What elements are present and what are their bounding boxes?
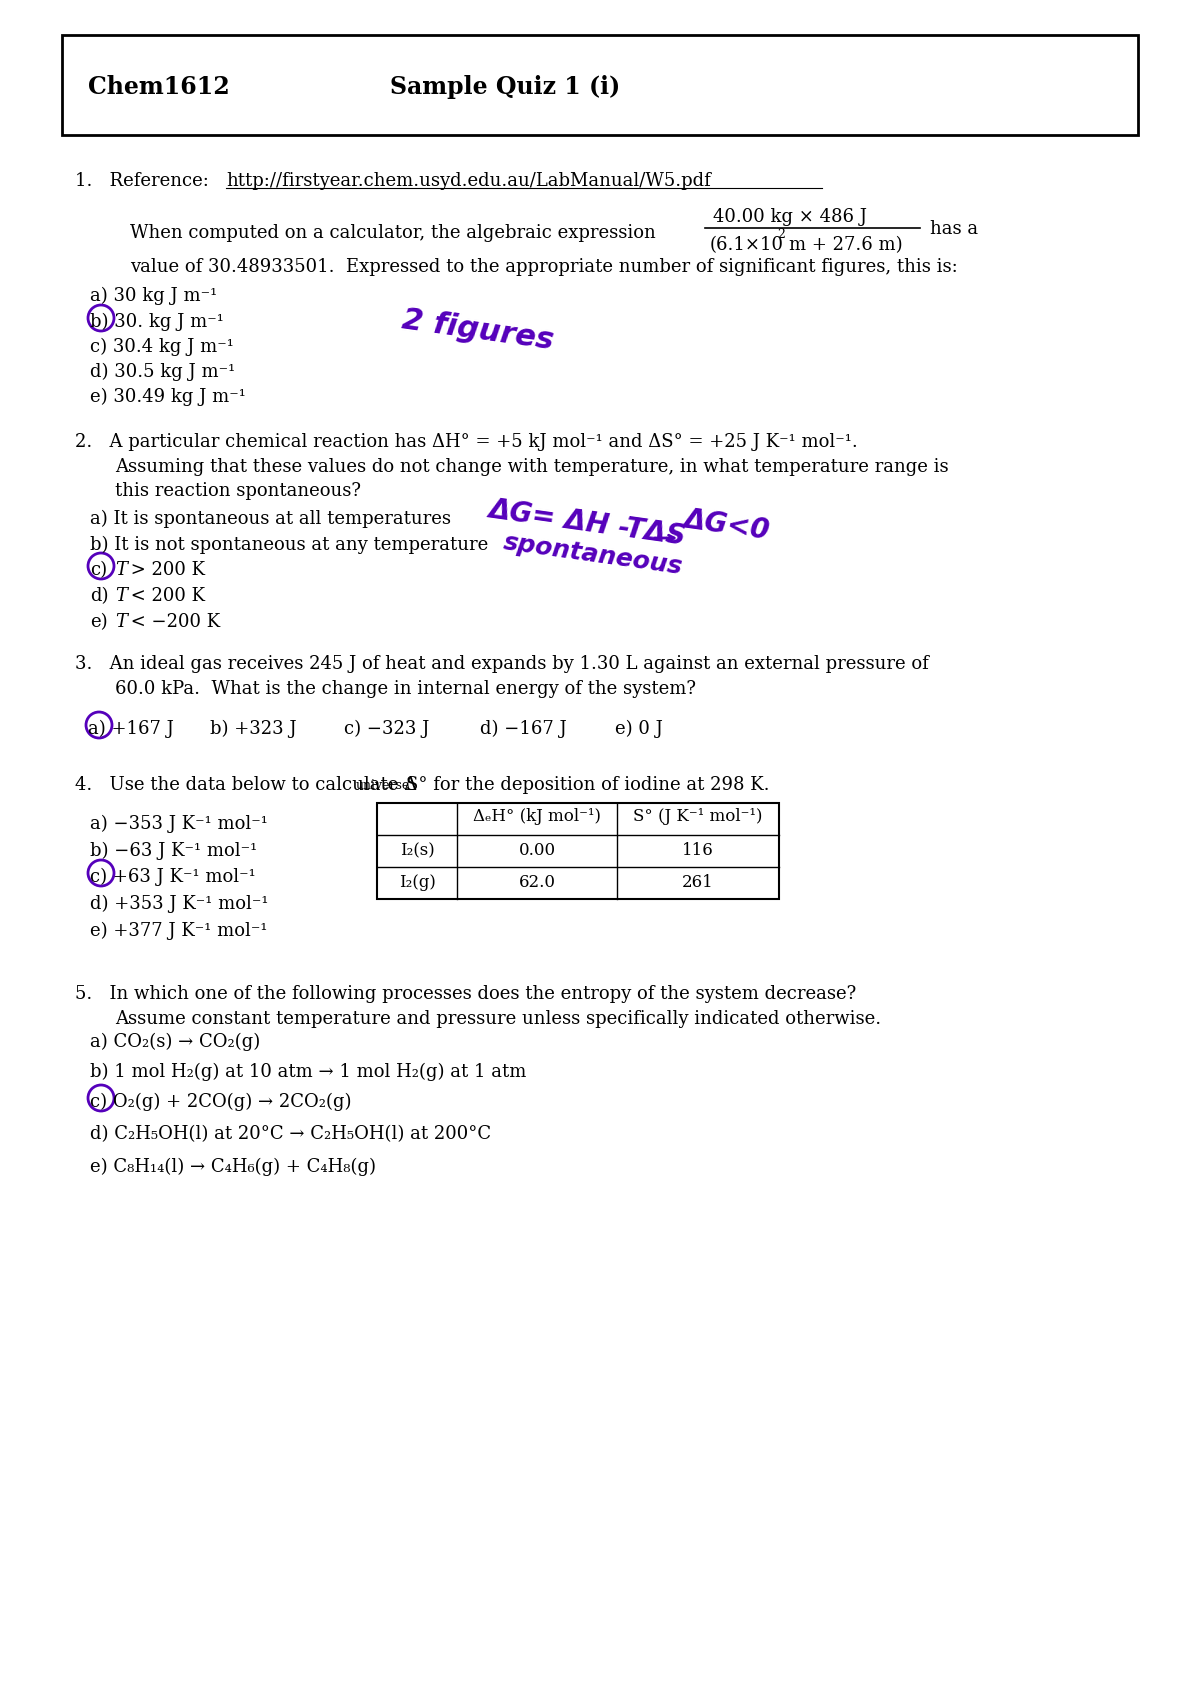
Text: b) −63 J K⁻¹ mol⁻¹: b) −63 J K⁻¹ mol⁻¹ — [90, 842, 257, 860]
Text: e): e) — [90, 613, 108, 631]
Text: e) C₈H₁₄(l) → C₄H₆(g) + C₄H₈(g): e) C₈H₁₄(l) → C₄H₆(g) + C₄H₈(g) — [90, 1157, 376, 1176]
Text: S° (J K⁻¹ mol⁻¹): S° (J K⁻¹ mol⁻¹) — [634, 808, 763, 825]
Text: a) CO₂(s) → CO₂(g): a) CO₂(s) → CO₂(g) — [90, 1033, 260, 1050]
Text: a) It is spontaneous at all temperatures: a) It is spontaneous at all temperatures — [90, 511, 451, 528]
Text: b) 30. kg J m⁻¹: b) 30. kg J m⁻¹ — [90, 312, 224, 331]
Text: 3.   An ideal gas receives 245 J of heat and expands by 1.30 L against an extern: 3. An ideal gas receives 245 J of heat a… — [74, 655, 929, 674]
Text: ΔG<0: ΔG<0 — [682, 506, 772, 545]
Text: 0.00: 0.00 — [518, 842, 556, 859]
Text: m + 27.6 m): m + 27.6 m) — [790, 236, 902, 255]
Text: this reaction spontaneous?: this reaction spontaneous? — [115, 482, 361, 501]
Text: b) It is not spontaneous at any temperature: b) It is not spontaneous at any temperat… — [90, 536, 488, 555]
Text: spontaneous: spontaneous — [502, 529, 684, 579]
Text: has a: has a — [930, 221, 978, 238]
Text: 5.   In which one of the following processes does the entropy of the system decr: 5. In which one of the following process… — [74, 984, 857, 1003]
Text: e) 0 J: e) 0 J — [616, 720, 662, 738]
Text: b) +323 J: b) +323 J — [210, 720, 296, 738]
Text: ΔₑH° (kJ mol⁻¹): ΔₑH° (kJ mol⁻¹) — [473, 808, 601, 825]
Text: c) O₂(g) + 2CO(g) → 2CO₂(g): c) O₂(g) + 2CO(g) → 2CO₂(g) — [90, 1093, 352, 1112]
Text: I₂(s): I₂(s) — [400, 842, 434, 859]
Text: Assume constant temperature and pressure unless specifically indicated otherwise: Assume constant temperature and pressure… — [115, 1010, 881, 1028]
Text: d) C₂H₅OH(l) at 20°C → C₂H₅OH(l) at 200°C: d) C₂H₅OH(l) at 20°C → C₂H₅OH(l) at 200°… — [90, 1125, 491, 1144]
Text: T: T — [115, 587, 127, 606]
Text: d) −167 J: d) −167 J — [480, 720, 566, 738]
Text: value of 30.48933501.  Expressed to the appropriate number of significant figure: value of 30.48933501. Expressed to the a… — [130, 258, 958, 277]
Text: 2: 2 — [778, 227, 785, 241]
Bar — [377, 803, 779, 899]
Text: < 200 K: < 200 K — [125, 587, 205, 606]
Text: universe: universe — [356, 779, 410, 792]
Text: Sample Quiz 1 (i): Sample Quiz 1 (i) — [390, 75, 620, 98]
Text: T: T — [115, 613, 127, 631]
Text: 2 figures: 2 figures — [400, 305, 556, 355]
Text: d) +353 J K⁻¹ mol⁻¹: d) +353 J K⁻¹ mol⁻¹ — [90, 894, 269, 913]
Text: Chem1612: Chem1612 — [88, 75, 229, 98]
Text: I₂(g): I₂(g) — [398, 874, 436, 891]
Text: a) +167 J: a) +167 J — [88, 720, 174, 738]
Text: c) −323 J: c) −323 J — [344, 720, 430, 738]
Text: d) 30.5 kg J m⁻¹: d) 30.5 kg J m⁻¹ — [90, 363, 235, 382]
Text: a) −353 J K⁻¹ mol⁻¹: a) −353 J K⁻¹ mol⁻¹ — [90, 815, 268, 833]
Text: d): d) — [90, 587, 108, 606]
Text: c): c) — [90, 562, 107, 579]
Text: Assuming that these values do not change with temperature, in what temperature r: Assuming that these values do not change… — [115, 458, 949, 475]
Text: 40.00 kg × 486 J: 40.00 kg × 486 J — [713, 209, 866, 226]
Text: c) +63 J K⁻¹ mol⁻¹: c) +63 J K⁻¹ mol⁻¹ — [90, 867, 256, 886]
Text: (6.1×10: (6.1×10 — [710, 236, 784, 255]
Text: 4.   Use the data below to calculate Δ: 4. Use the data below to calculate Δ — [74, 776, 418, 794]
Text: http://firstyear.chem.usyd.edu.au/LabManual/W5.pdf: http://firstyear.chem.usyd.edu.au/LabMan… — [226, 171, 710, 190]
Text: e) 30.49 kg J m⁻¹: e) 30.49 kg J m⁻¹ — [90, 389, 246, 406]
Text: S° for the deposition of iodine at 298 K.: S° for the deposition of iodine at 298 K… — [406, 776, 769, 794]
Text: c) 30.4 kg J m⁻¹: c) 30.4 kg J m⁻¹ — [90, 338, 234, 356]
Text: 1.   Reference:: 1. Reference: — [74, 171, 209, 190]
Text: < −200 K: < −200 K — [125, 613, 220, 631]
Text: When computed on a calculator, the algebraic expression: When computed on a calculator, the algeb… — [130, 224, 655, 243]
Text: e) +377 J K⁻¹ mol⁻¹: e) +377 J K⁻¹ mol⁻¹ — [90, 921, 268, 940]
Text: T: T — [115, 562, 127, 579]
Text: > 200 K: > 200 K — [125, 562, 205, 579]
Text: 62.0: 62.0 — [518, 874, 556, 891]
Text: 60.0 kPa.  What is the change in internal energy of the system?: 60.0 kPa. What is the change in internal… — [115, 680, 696, 697]
Text: 116: 116 — [682, 842, 714, 859]
Text: b) 1 mol H₂(g) at 10 atm → 1 mol H₂(g) at 1 atm: b) 1 mol H₂(g) at 10 atm → 1 mol H₂(g) a… — [90, 1062, 527, 1081]
Text: a) 30 kg J m⁻¹: a) 30 kg J m⁻¹ — [90, 287, 217, 305]
Text: ΔG= ΔH -TΔS: ΔG= ΔH -TΔS — [487, 496, 689, 550]
Text: 2.   A particular chemical reaction has ΔH° = +5 kJ mol⁻¹ and ΔS° = +25 J K⁻¹ mo: 2. A particular chemical reaction has ΔH… — [74, 433, 858, 451]
Bar — [62, 36, 1138, 136]
Text: 261: 261 — [682, 874, 714, 891]
